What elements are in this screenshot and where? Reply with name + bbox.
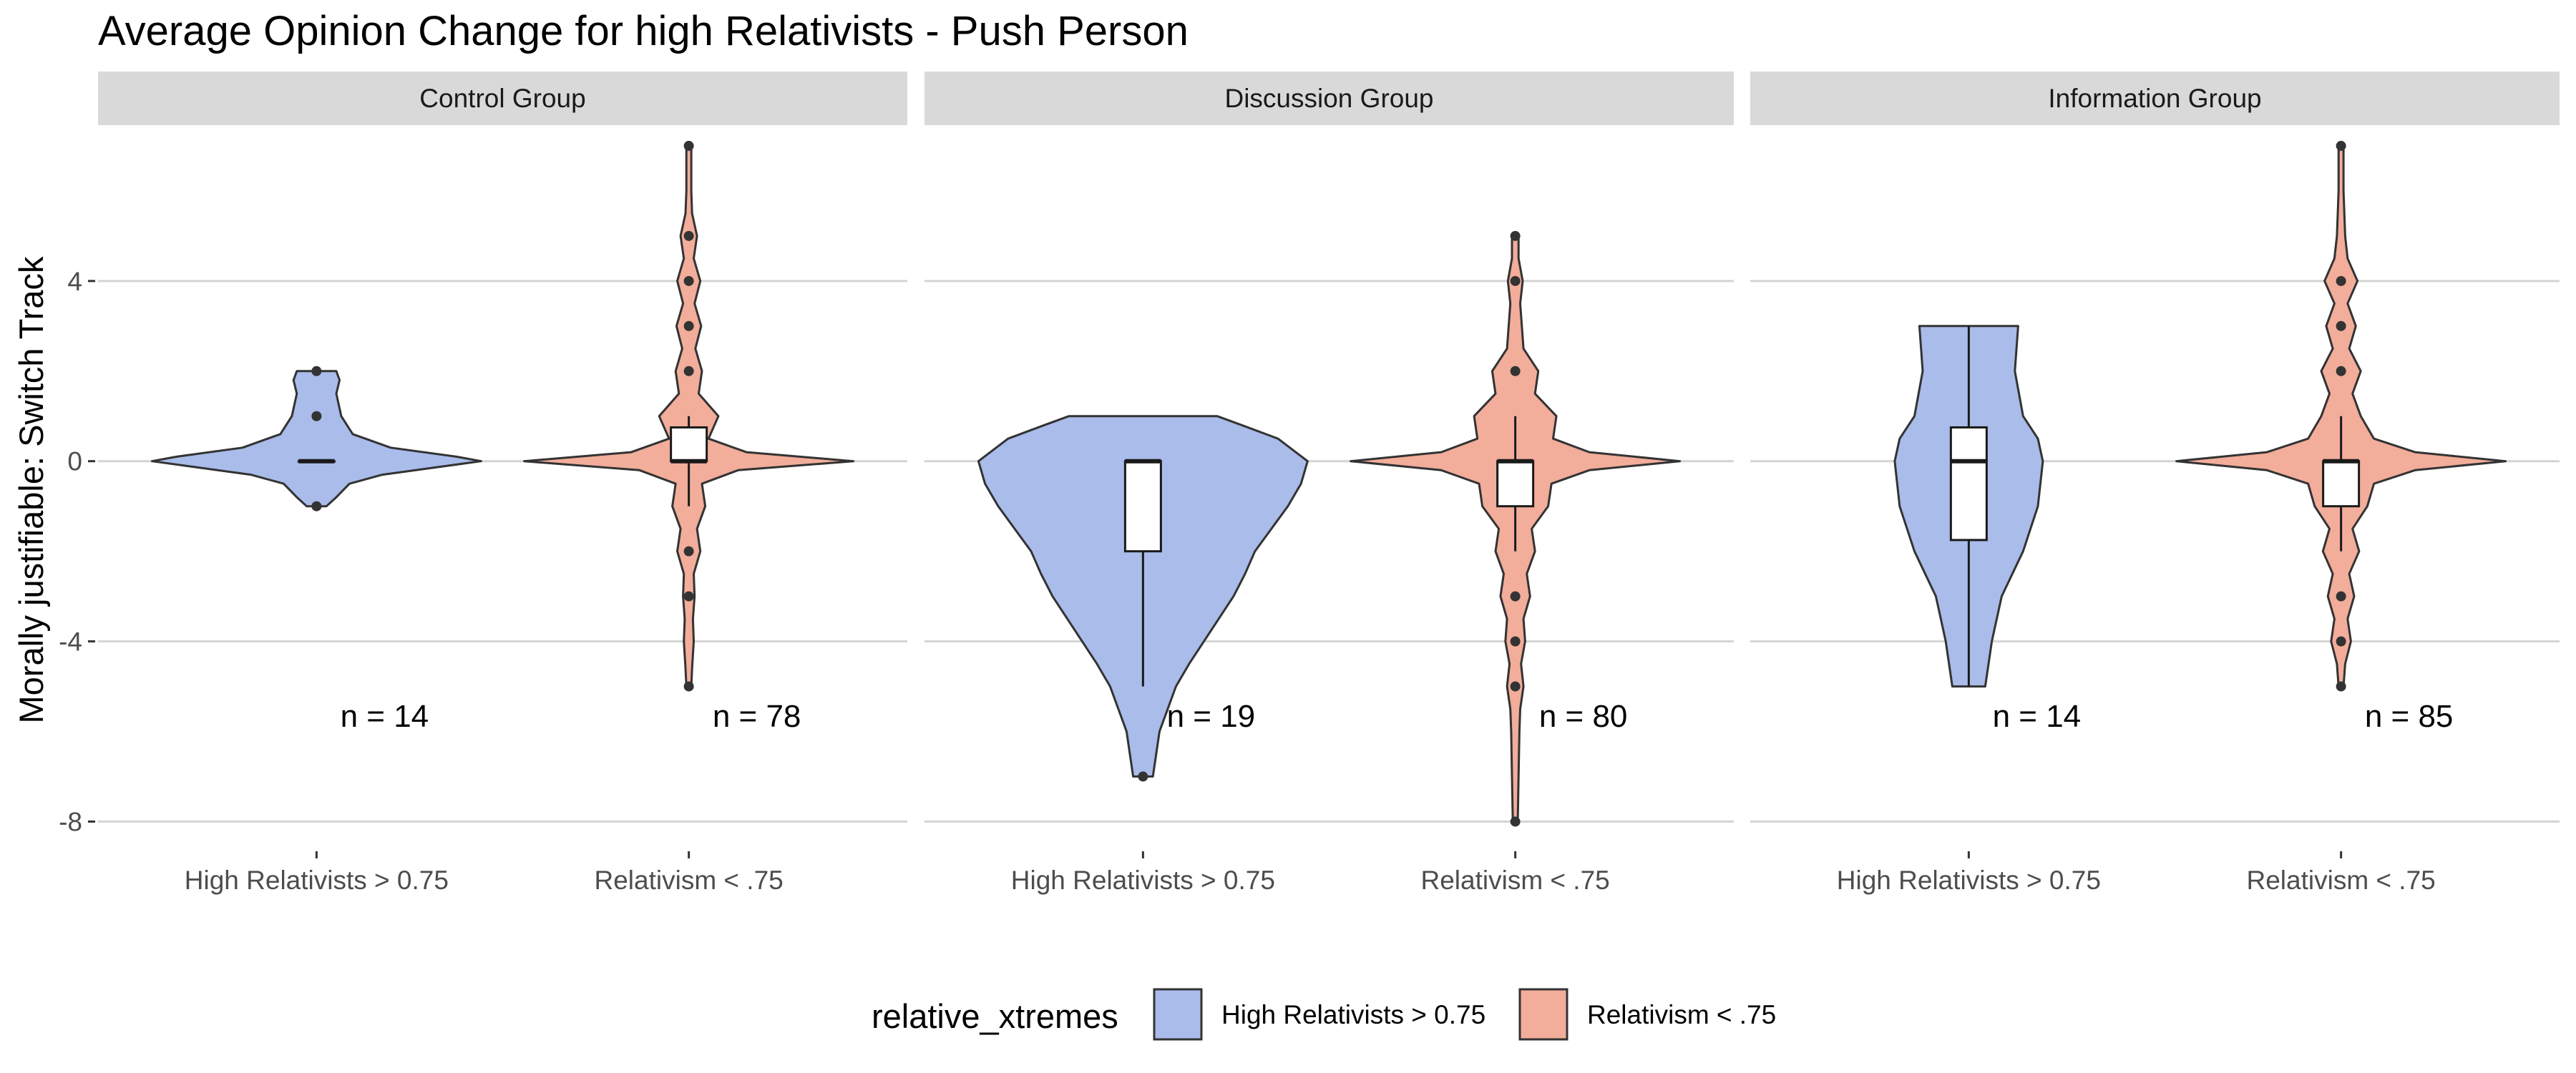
x-tick-label: High Relativists > 0.75 (1011, 866, 1275, 895)
outlier-point (311, 411, 322, 421)
violin-group: n = 14 High Relativists > 0.75 (150, 366, 482, 895)
box (1949, 426, 1988, 542)
outlier-point (1510, 366, 1521, 376)
outlier-point (683, 681, 694, 692)
legend-title: relative_xtremes (872, 997, 1118, 1035)
n-label: n = 85 (2365, 699, 2454, 734)
outlier-point (2336, 275, 2346, 286)
box (1496, 460, 1535, 508)
outlier-point (1510, 816, 1521, 827)
x-tick-label: Relativism < .75 (595, 866, 784, 895)
violin-group: n = 78 Relativism < .75 (523, 140, 855, 895)
outlier-point (683, 140, 694, 151)
outlier-point (1510, 591, 1521, 602)
legend-item: Relativism < .75 (1518, 988, 1776, 1041)
legend-key (1518, 988, 1568, 1041)
x-tick-label: Relativism < .75 (2247, 866, 2436, 895)
n-label: n = 14 (1993, 699, 2082, 734)
n-label: n = 78 (713, 699, 801, 734)
chart-title: Average Opinion Change for high Relativi… (98, 8, 1189, 54)
n-label: n = 80 (1539, 699, 1628, 734)
outlier-point (311, 366, 322, 376)
outlier-point (683, 230, 694, 241)
y-axis-ticks: 4 0 -4 -8 (59, 267, 95, 837)
outlier-point (1510, 275, 1521, 286)
outlier-point (683, 546, 694, 557)
violin-group: n = 19 High Relativists > 0.75 (977, 415, 1309, 895)
outlier-point (1510, 636, 1521, 647)
facet-strip (98, 72, 907, 125)
legend-items: High Relativists > 0.75 Relativism < .75 (1153, 988, 1776, 1041)
outlier-point (683, 366, 694, 376)
violin-group: n = 80 Relativism < .75 (1350, 230, 1682, 895)
y-tick-label: -4 (59, 627, 82, 657)
legend-label: High Relativists > 0.75 (1221, 1000, 1485, 1029)
outlier-point (2336, 681, 2346, 692)
outlier-point (1510, 230, 1521, 241)
outlier-point (2336, 591, 2346, 602)
box (1123, 460, 1162, 553)
outlier-point (2336, 366, 2346, 376)
outlier-point (2336, 320, 2346, 331)
facet-strip (924, 72, 1734, 125)
facet-strip-label: Information Group (2048, 84, 2261, 113)
outlier-point (683, 320, 694, 331)
facet-strip (1750, 72, 2560, 125)
x-tick-label: High Relativists > 0.75 (185, 866, 449, 895)
violin-group: n = 14 High Relativists > 0.75 (1837, 325, 2101, 895)
facet-panel: Information Group n = 14 High Relativists … (1750, 72, 2560, 895)
outlier-point (683, 591, 694, 602)
violin-group: n = 85 Relativism < .75 (2175, 140, 2507, 895)
outlier-point (1138, 771, 1148, 782)
legend: relative_xtremes High Relativists > 0.75… (872, 988, 1776, 1041)
outlier-point (2336, 140, 2346, 151)
x-tick-label: High Relativists > 0.75 (1837, 866, 2101, 895)
box (670, 426, 708, 463)
facet-panels: Control Group n = 14 High Relativists > 0.… (98, 72, 2560, 895)
n-label: n = 19 (1167, 699, 1256, 734)
outlier-point (311, 501, 322, 511)
outlier-point (683, 275, 694, 286)
y-tick-label: 4 (67, 267, 82, 296)
legend-key (1153, 988, 1203, 1041)
y-tick-label: -8 (59, 808, 82, 837)
facet-strip-label: Discussion Group (1224, 84, 1433, 113)
facet-panel: Control Group n = 14 High Relativists > 0.… (98, 72, 907, 895)
n-label: n = 14 (341, 699, 429, 734)
outlier-point (1510, 681, 1521, 692)
x-tick-label: Relativism < .75 (1421, 866, 1610, 895)
y-tick-label: 0 (67, 447, 82, 476)
violin-shape (150, 370, 482, 508)
y-axis-title: Morally justifiable: Switch Track (12, 256, 50, 723)
outlier-point (2336, 636, 2346, 647)
facet-panel: Discussion Group n = 19 High Relativists >… (924, 72, 1734, 895)
legend-item: High Relativists > 0.75 (1153, 988, 1485, 1041)
box (2322, 460, 2361, 508)
facet-strip-label: Control Group (419, 84, 585, 113)
legend-label: Relativism < .75 (1587, 1000, 1776, 1029)
